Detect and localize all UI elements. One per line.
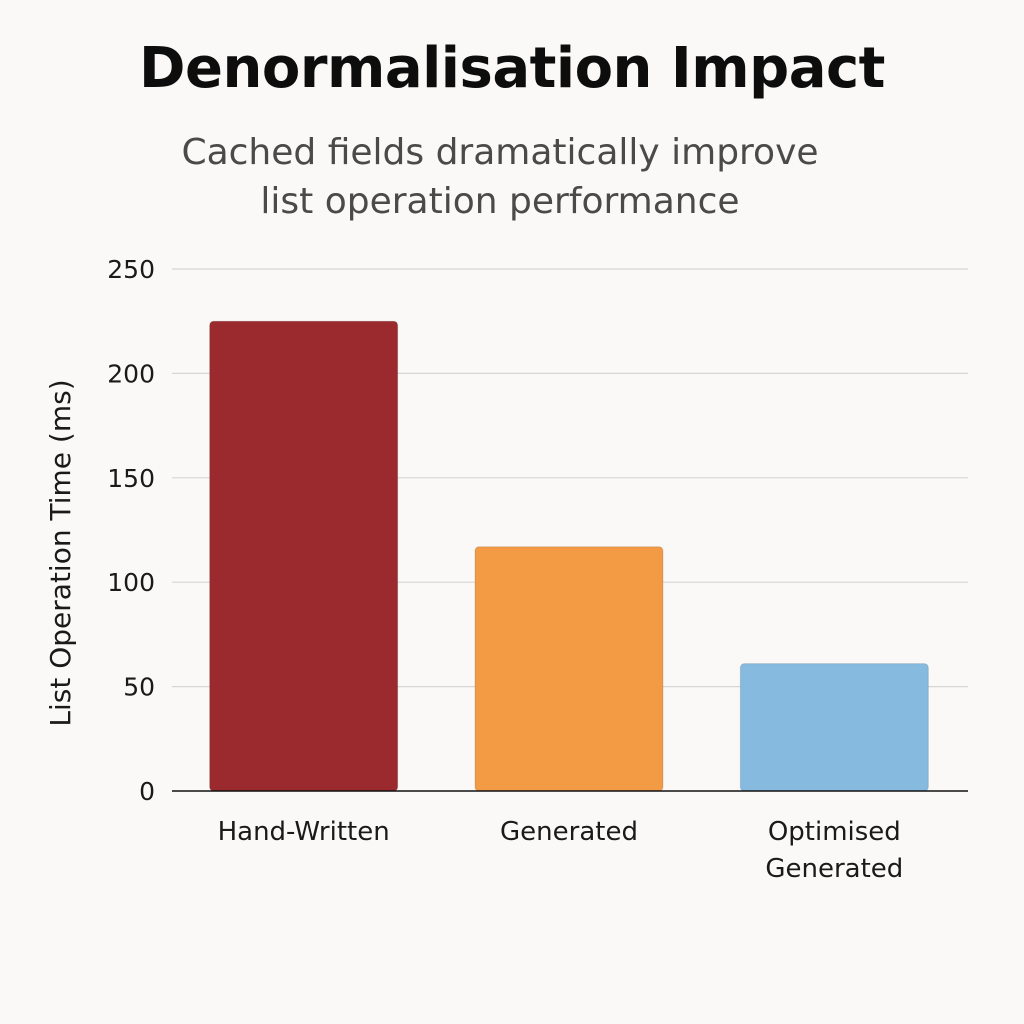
y-tick-label: 50 bbox=[123, 673, 155, 702]
y-tick-label: 150 bbox=[107, 464, 155, 493]
y-tick-label: 200 bbox=[107, 359, 155, 388]
chart-title: Denormalisation Impact bbox=[139, 36, 885, 101]
y-tick-label: 250 bbox=[107, 255, 155, 284]
y-axis-label: List Operation Time (ms) bbox=[44, 379, 77, 726]
bars bbox=[209, 320, 929, 792]
x-category-label: Optimised Generated bbox=[765, 817, 903, 884]
x-category-label: Generated bbox=[500, 817, 638, 847]
bar-hand-written bbox=[209, 320, 399, 792]
y-tick-label: 0 bbox=[139, 777, 155, 806]
x-axis-categories: Hand-Written Generated Optimised Generated bbox=[218, 817, 904, 884]
y-axis-ticks: 0 50 100 150 200 250 bbox=[107, 255, 155, 806]
chart-subtitle: Cached fields dramatically improve list … bbox=[181, 132, 819, 222]
x-category-label: Hand-Written bbox=[218, 817, 390, 847]
y-tick-label: 100 bbox=[107, 568, 155, 597]
bar-optimised-generated bbox=[739, 663, 929, 792]
bar-generated bbox=[474, 546, 664, 792]
